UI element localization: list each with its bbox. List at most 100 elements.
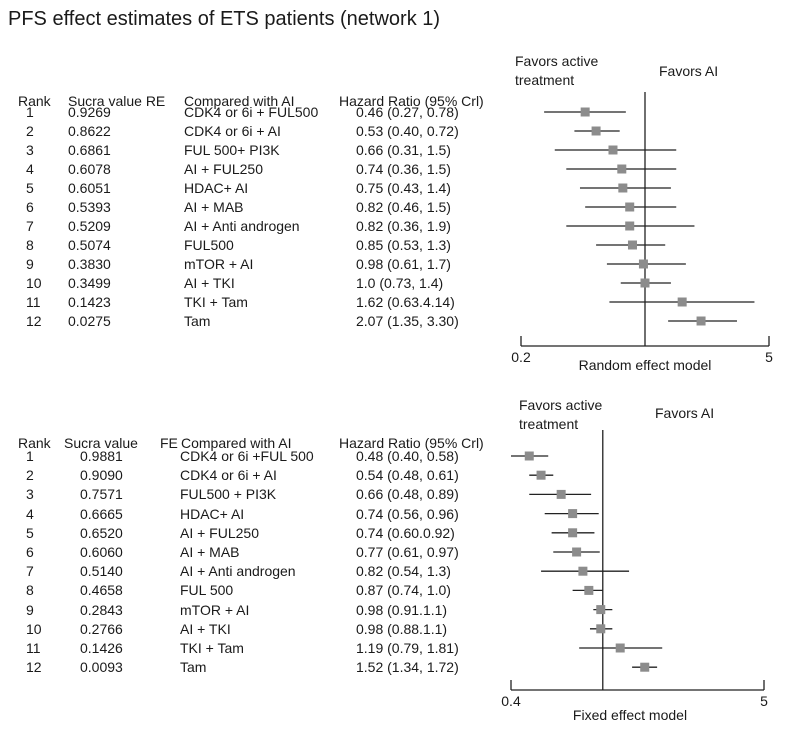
fe-point-12 [640,662,650,672]
re-row-1-rank: 1 [26,104,34,120]
re-row-6-rank: 6 [26,199,34,215]
fe-tick-label-max: 5 [760,693,768,709]
fe-row-7-comparison: AI + Anti androgen [180,563,296,580]
re-row-10-rank: 10 [26,275,42,291]
fe-row-6-sucra: 0.6060 [80,544,123,560]
re-tick-label-max: 5 [765,349,773,365]
re-row-7-hr: 0.82 (0.36, 1.9) [356,218,451,234]
re-tick-label-min: 0.2 [511,349,531,365]
re-point-2 [591,126,601,136]
fe-row-11-hr: 1.19 (0.79, 1.81) [356,640,459,656]
re-row-5-sucra: 0.6051 [68,180,111,196]
fe-row-6-comparison: AI + MAB [180,544,240,560]
fe-point-5 [568,528,578,538]
fe-row-2-hr: 0.54 (0.48, 0.61) [356,467,459,484]
re-row-11-hr: 1.62 (0.63.4.14) [356,294,455,310]
fe-row-4-comparison: HDAC+ AI [180,505,245,522]
fe-row-5-comparison: AI + FUL250 [180,524,259,541]
re-header-hr: Hazard Ratio (95% Crl) [339,93,484,109]
re-row-1-comparison: CDK4 or 6i + FUL500 [184,104,319,120]
fe-header-fe: FE [160,435,178,451]
fe-point-7 [578,566,588,576]
fe-row-7-rank: 7 [26,563,34,580]
re-row-10-hr: 1.0 (0.73, 1.4) [356,275,444,291]
fe-row-12-hr: 1.52 (1.34, 1.72) [356,659,459,676]
fe-row-3-hr: 0.66 (0.48, 0.89) [356,486,459,503]
re-row-2-rank: 2 [26,123,34,139]
re-row-8-sucra: 0.5074 [68,237,111,253]
fe-row-8-sucra: 0.4658 [80,582,123,599]
fe-row-8-hr: 0.87 (0.74, 1.0) [356,582,451,599]
fe-row-4-hr: 0.74 (0.56, 0.96) [356,505,459,522]
fe-point-6 [572,547,582,557]
re-row-12-hr: 2.07 (1.35, 3.30) [356,313,459,329]
fe-point-1 [524,451,534,461]
fe-row-8-rank: 8 [26,582,34,599]
fe-row-2-rank: 2 [26,467,34,484]
fe-row-4-rank: 4 [26,505,34,522]
fe-header-hr: Hazard Ratio (95% Crl) [339,435,484,451]
re-row-4-sucra: 0.6078 [68,161,111,177]
fe-row-6-rank: 6 [26,544,34,560]
re-point-10 [640,278,650,288]
re-point-7 [625,221,635,231]
re-row-11-sucra: 0.1423 [68,294,111,310]
fe-header-sucra: Sucra value [64,435,138,451]
re-row-9-comparison: mTOR + AI [184,256,254,272]
fe-row-10-comparison: AI + TKI [180,620,231,637]
fe-point-8 [584,585,594,595]
page-title: PFS effect estimates of ETS patients (ne… [8,8,441,30]
fe-row-5-rank: 5 [26,524,34,541]
fe-favors-active: Favors active treatment [519,396,602,434]
re-point-9 [638,259,648,269]
re-row-5-hr: 0.75 (0.43, 1.4) [356,180,451,196]
fe-row-9-rank: 9 [26,601,34,618]
re-row-8-rank: 8 [26,237,34,253]
re-row-5-rank: 5 [26,180,34,196]
fe-row-5-sucra: 0.6520 [80,524,123,541]
re-row-9-rank: 9 [26,256,34,272]
fe-row-10-sucra: 0.2766 [80,620,123,637]
re-point-11 [677,297,687,307]
re-row-12-comparison: Tam [184,313,211,329]
fe-row-7-sucra: 0.5140 [80,563,123,580]
re-favors-active-line2: treatment [515,72,575,88]
fe-row-1-rank: 1 [26,448,34,464]
re-favors-ai: Favors AI [659,63,719,79]
re-point-8 [627,240,637,250]
re-point-1 [580,107,590,117]
re-point-4 [617,164,627,174]
fe-row-10-hr: 0.98 (0.88.1.1) [356,620,448,637]
re-point-6 [625,202,635,212]
re-row-7-comparison: AI + Anti androgen [184,218,300,234]
re-row-7-sucra: 0.5209 [68,218,111,234]
re-row-3-hr: 0.66 (0.31, 1.5) [356,142,451,158]
re-row-1-hr: 0.46 (0.27, 0.78) [356,104,459,120]
fe-point-11 [615,643,625,653]
re-row-8-comparison: FUL500 [184,237,234,253]
re-row-2-hr: 0.53 (0.40, 0.72) [356,123,459,139]
re-row-7-rank: 7 [26,218,34,234]
re-model-label: Random effect model [579,357,712,373]
fe-row-5-hr: 0.74 (0.60.0.92) [356,524,455,541]
re-row-12-sucra: 0.0275 [68,313,111,329]
re-row-8-hr: 0.85 (0.53, 1.3) [356,237,451,253]
re-row-4-hr: 0.74 (0.36, 1.5) [356,161,451,177]
fe-row-2-sucra: 0.9090 [80,467,123,484]
fe-favors-active-line1: Favors active [519,397,603,413]
fe-row-3-rank: 3 [26,486,34,503]
fe-row-2-comparison: CDK4 or 6i + AI [180,467,277,484]
fe-header-comparison: Compared with AI [181,435,292,451]
re-point-12 [696,316,706,326]
re-header-rank: Rank [18,93,51,109]
fe-row-6-hr: 0.77 (0.61, 0.97) [356,544,459,560]
re-favors-active-line1: Favors active [515,53,599,69]
fe-row-4-sucra: 0.6665 [80,505,123,522]
fe-model-label: Fixed effect model [573,707,687,723]
fe-row-1-hr: 0.48 (0.40, 0.58) [356,448,459,464]
fe-point-2 [536,470,546,480]
fe-point-4 [568,509,578,519]
re-row-3-rank: 3 [26,142,34,158]
